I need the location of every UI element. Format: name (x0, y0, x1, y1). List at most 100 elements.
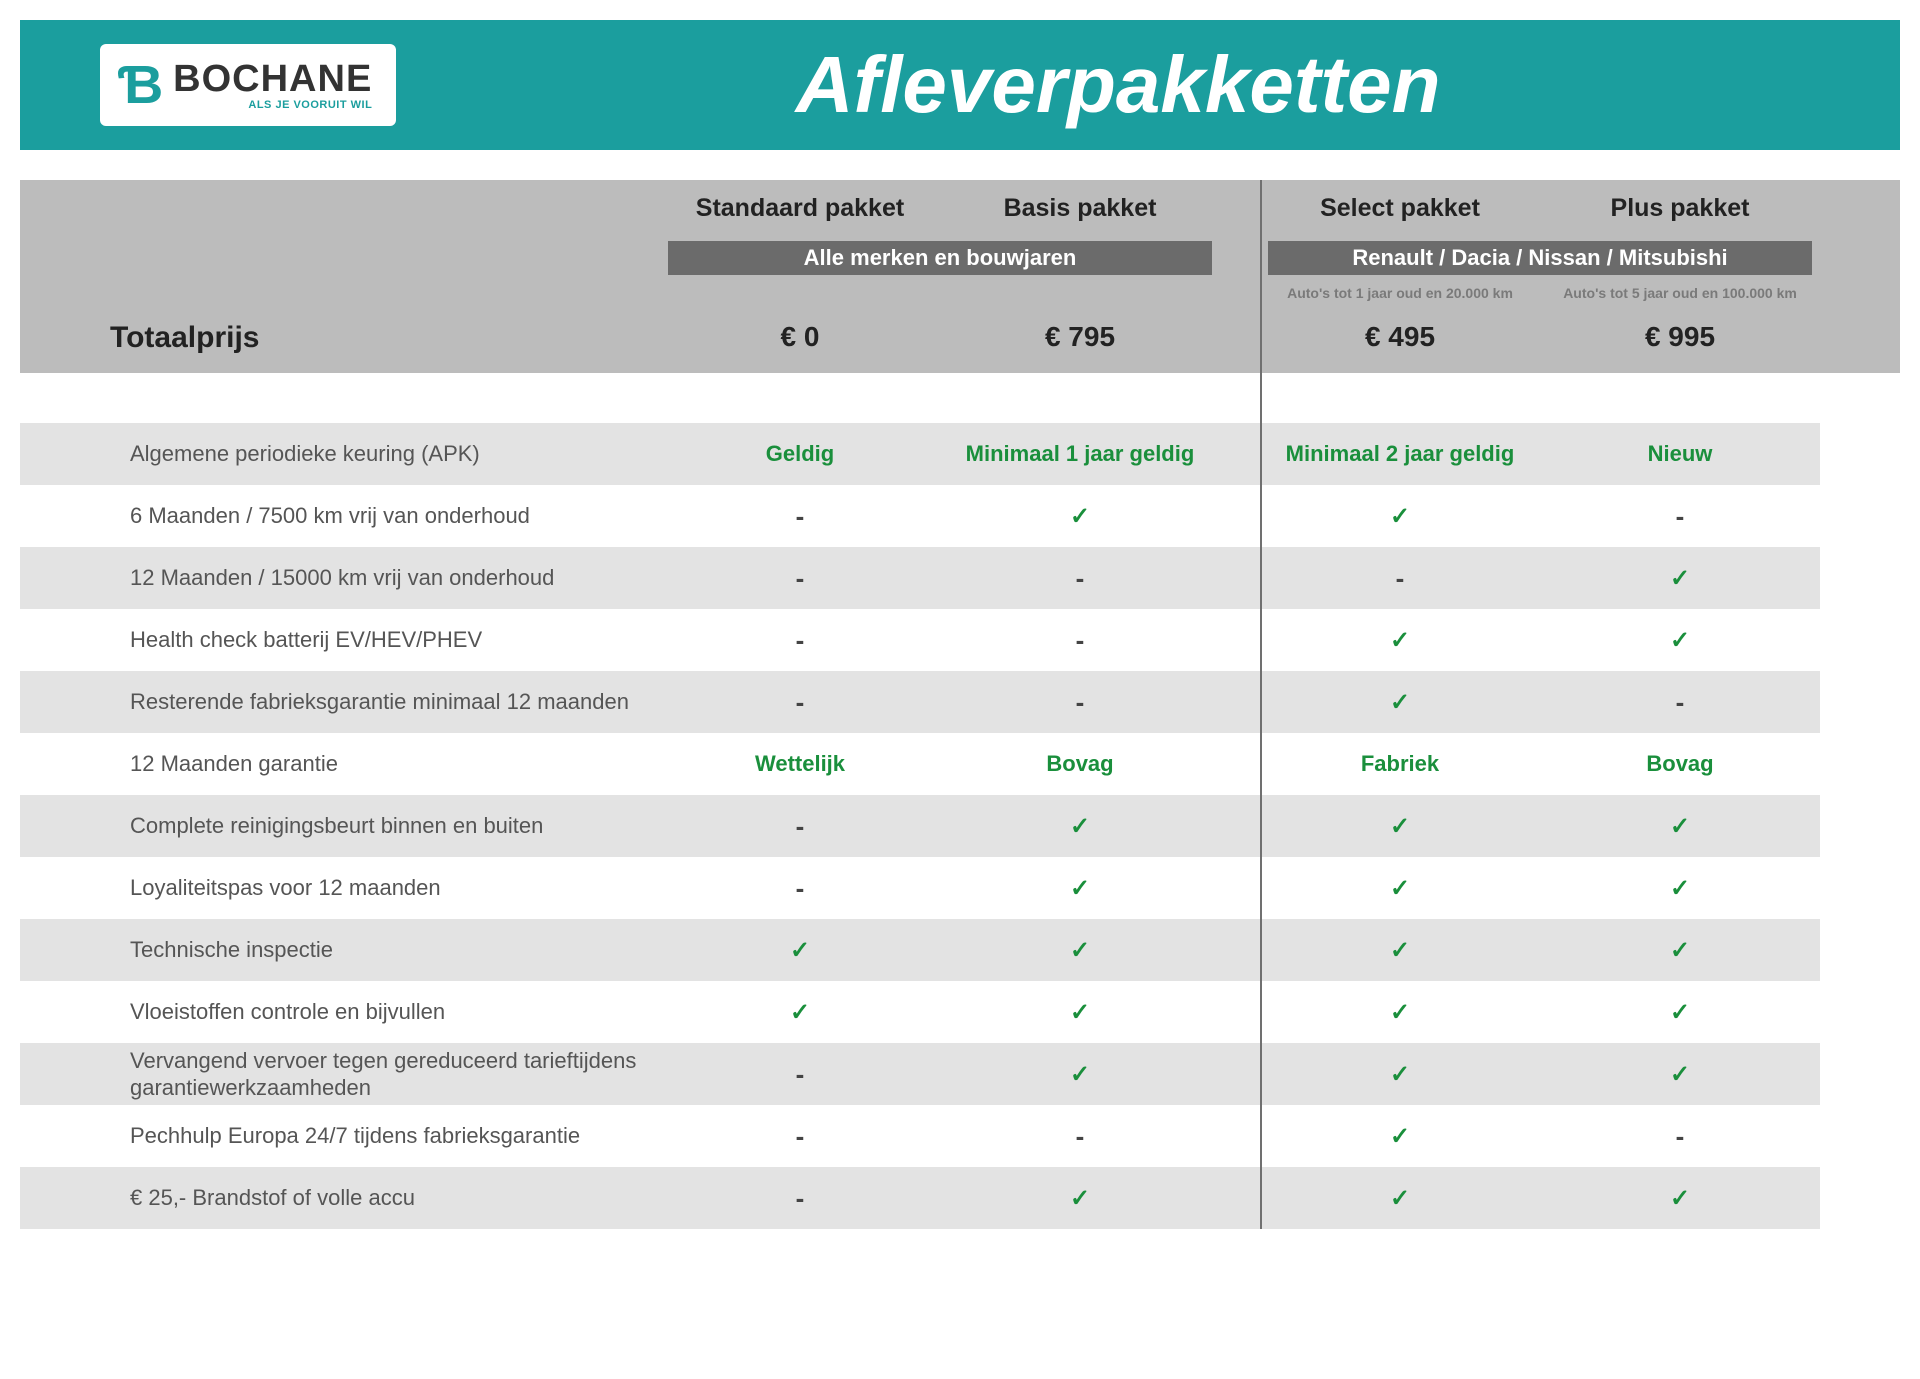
feature-2-pkg3: ✓ (1540, 547, 1820, 609)
feature-7-pkg3: ✓ (1540, 857, 1820, 919)
brand-tagline: ALS JE VOORUIT WIL (173, 100, 372, 111)
feature-12-pkg3: ✓ (1540, 1167, 1820, 1229)
totaal-label: Totaalprijs (20, 307, 660, 373)
feature-12-pkg1: ✓ (940, 1167, 1220, 1229)
feature-2-pkg1: - (940, 547, 1220, 609)
pkg-name-3: Plus pakket (1540, 180, 1820, 235)
feature-3-pkg2: ✓ (1260, 609, 1540, 671)
feature-6-pkg1: ✓ (940, 795, 1220, 857)
feature-1-pkg1: ✓ (940, 485, 1220, 547)
feature-label-2: 12 Maanden / 15000 km vrij van onderhoud (20, 547, 660, 609)
page-title: Afleverpakketten (396, 39, 1900, 131)
feature-4-pkg3: - (1540, 671, 1820, 733)
price-1: € 795 (940, 307, 1220, 373)
feature-4-gap (1220, 671, 1260, 733)
group-sub-0-label: Alle merken en bouwjaren (668, 241, 1212, 275)
feature-0-pkg3: Nieuw (1540, 423, 1820, 485)
feature-7-gap (1220, 857, 1260, 919)
header-empty (20, 180, 660, 235)
table-body: Algemene periodieke keuring (APK)GeldigM… (20, 373, 1900, 1229)
feature-label-5: 12 Maanden garantie (20, 733, 660, 795)
price-0: € 0 (660, 307, 940, 373)
feature-5-pkg0: Wettelijk (660, 733, 940, 795)
header-gap-3 (1220, 281, 1260, 307)
feature-5-pkg1: Bovag (940, 733, 1220, 795)
header-bar: Ɓ BOCHANE ALS JE VOORUIT WIL Afleverpakk… (20, 20, 1900, 150)
feature-8-pkg3: ✓ (1540, 919, 1820, 981)
pkg-name-1: Basis pakket (940, 180, 1220, 235)
feature-10-gap (1220, 1043, 1260, 1105)
feature-4-pkg1: - (940, 671, 1220, 733)
feature-12-pkg2: ✓ (1260, 1167, 1540, 1229)
feature-label-11: Pechhulp Europa 24/7 tijdens fabrieksgar… (20, 1105, 660, 1167)
feature-7-pkg1: ✓ (940, 857, 1220, 919)
feature-2-pkg2: - (1260, 547, 1540, 609)
feature-0-pkg2: Minimaal 2 jaar geldig (1260, 423, 1540, 485)
header-gap-4 (1220, 307, 1260, 373)
group-divider (1260, 180, 1262, 1229)
logo-box: Ɓ BOCHANE ALS JE VOORUIT WIL (100, 44, 396, 126)
feature-8-gap (1220, 919, 1260, 981)
feature-11-gap (1220, 1105, 1260, 1167)
header-empty-2 (20, 235, 660, 281)
feature-8-pkg2: ✓ (1260, 919, 1540, 981)
feature-label-3: Health check batterij EV/HEV/PHEV (20, 609, 660, 671)
header-empty-3 (20, 281, 660, 307)
pkg-name-0: Standaard pakket (660, 180, 940, 235)
price-3: € 995 (1540, 307, 1820, 373)
feature-9-pkg1: ✓ (940, 981, 1220, 1043)
feature-label-9: Vloeistoffen controle en bijvullen (20, 981, 660, 1043)
feature-6-pkg2: ✓ (1260, 795, 1540, 857)
feature-8-pkg0: ✓ (660, 919, 940, 981)
page-container: Ɓ BOCHANE ALS JE VOORUIT WIL Afleverpakk… (20, 20, 1900, 1229)
group-sub-1: Renault / Dacia / Nissan / Mitsubishi (1260, 235, 1820, 281)
feature-10-pkg0: - (660, 1043, 940, 1105)
feature-label-8: Technische inspectie (20, 919, 660, 981)
feature-7-pkg2: ✓ (1260, 857, 1540, 919)
feature-3-gap (1220, 609, 1260, 671)
header-gap-2 (1220, 235, 1260, 281)
pkg-name-2: Select pakket (1260, 180, 1540, 235)
feature-10-pkg2: ✓ (1260, 1043, 1540, 1105)
feature-6-gap (1220, 795, 1260, 857)
feature-label-0: Algemene periodieke keuring (APK) (20, 423, 660, 485)
feature-1-pkg2: ✓ (1260, 485, 1540, 547)
feature-10-pkg1: ✓ (940, 1043, 1220, 1105)
group-sub-0: Alle merken en bouwjaren (660, 235, 1220, 281)
feature-label-1: 6 Maanden / 7500 km vrij van onderhoud (20, 485, 660, 547)
feature-3-pkg1: - (940, 609, 1220, 671)
feature-4-pkg0: - (660, 671, 940, 733)
price-2: € 495 (1260, 307, 1540, 373)
feature-5-pkg3: Bovag (1540, 733, 1820, 795)
feature-11-pkg1: - (940, 1105, 1220, 1167)
logo-mark-icon: Ɓ (118, 58, 163, 112)
feature-10-pkg3: ✓ (1540, 1043, 1820, 1105)
feature-1-pkg0: - (660, 485, 940, 547)
table-header: Standaard pakket Basis pakket Select pak… (20, 180, 1900, 373)
feature-4-pkg2: ✓ (1260, 671, 1540, 733)
feature-label-6: Complete reinigingsbeurt binnen en buite… (20, 795, 660, 857)
feature-1-pkg3: - (1540, 485, 1820, 547)
feature-3-pkg0: - (660, 609, 940, 671)
cond-2: Auto's tot 1 jaar oud en 20.000 km (1260, 281, 1540, 307)
feature-1-gap (1220, 485, 1260, 547)
feature-8-pkg1: ✓ (940, 919, 1220, 981)
feature-12-gap (1220, 1167, 1260, 1229)
feature-6-pkg3: ✓ (1540, 795, 1820, 857)
feature-0-pkg1: Minimaal 1 jaar geldig (940, 423, 1220, 485)
comparison-table: Standaard pakket Basis pakket Select pak… (20, 180, 1900, 1229)
feature-0-pkg0: Geldig (660, 423, 940, 485)
feature-label-7: Loyaliteitspas voor 12 maanden (20, 857, 660, 919)
cond-0 (660, 281, 940, 307)
feature-label-4: Resterende fabrieksgarantie minimaal 12 … (20, 671, 660, 733)
feature-0-gap (1220, 423, 1260, 485)
feature-11-pkg3: - (1540, 1105, 1820, 1167)
cond-3: Auto's tot 5 jaar oud en 100.000 km (1540, 281, 1820, 307)
feature-9-pkg2: ✓ (1260, 981, 1540, 1043)
feature-9-gap (1220, 981, 1260, 1043)
feature-9-pkg0: ✓ (660, 981, 940, 1043)
feature-3-pkg3: ✓ (1540, 609, 1820, 671)
logo-text: BOCHANE ALS JE VOORUIT WIL (173, 60, 372, 111)
feature-2-gap (1220, 547, 1260, 609)
feature-12-pkg0: - (660, 1167, 940, 1229)
